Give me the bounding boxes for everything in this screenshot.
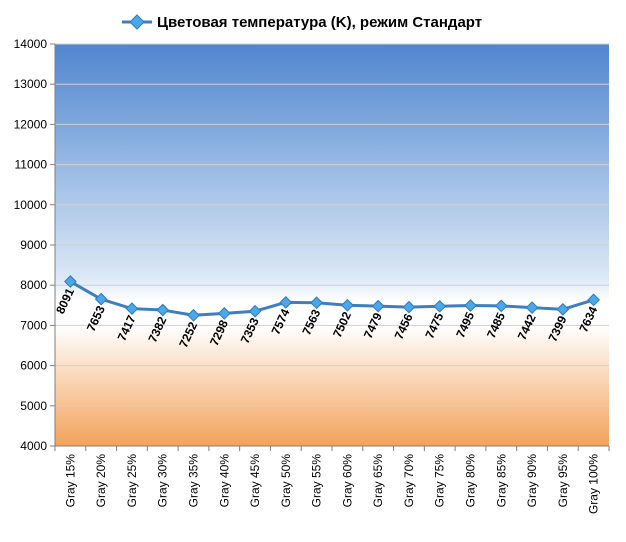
data-point-marker	[525, 301, 539, 314]
y-tick-label: 9000	[20, 238, 47, 252]
x-tick-label: Gray 100%	[587, 454, 601, 514]
legend: Цветовая температура (K), режим Стандарт	[122, 14, 482, 31]
y-tick-label: 4000	[20, 439, 47, 453]
data-point-marker	[94, 292, 108, 306]
x-tick-label: Gray 80%	[464, 454, 478, 508]
data-point-marker	[556, 302, 570, 316]
series	[64, 275, 600, 322]
x-tick-label: Gray 30%	[156, 454, 170, 508]
data-point-marker	[125, 302, 139, 316]
x-tick-label: Gray 40%	[217, 454, 231, 508]
y-tick-label: 6000	[20, 359, 47, 373]
x-tick-label: Gray 15%	[63, 454, 77, 508]
data-point-marker	[64, 275, 77, 288]
x-tick-label: Gray 95%	[556, 454, 570, 508]
data-point-marker	[402, 300, 416, 314]
y-tick-label: 8000	[20, 278, 47, 292]
x-tick-label: Gray 20%	[94, 454, 108, 508]
data-point-marker	[217, 307, 231, 320]
y-tick-label: 13000	[14, 77, 48, 91]
data-point-marker	[587, 293, 600, 307]
gridlines	[55, 43, 609, 447]
data-point-marker	[310, 296, 323, 310]
x-tick-label: Gray 50%	[279, 454, 293, 508]
x-tick-label: Gray 25%	[125, 454, 139, 508]
y-tick-label: 7000	[20, 318, 47, 332]
data-point-marker	[156, 303, 170, 317]
data-point-marker	[371, 299, 385, 313]
x-tick-label: Gray 85%	[494, 454, 508, 508]
y-tick-label: 12000	[14, 117, 48, 131]
y-tick-label: 5000	[20, 399, 47, 413]
x-tick-label: Gray 75%	[433, 454, 447, 508]
legend-label: Цветовая температура (K), режим Стандарт	[157, 14, 482, 31]
x-tick-label: Gray 45%	[248, 454, 262, 508]
data-point-marker	[187, 308, 200, 322]
data-point-marker	[494, 299, 508, 313]
x-tick-label: Gray 55%	[310, 454, 324, 508]
x-tick-label: Gray 65%	[371, 454, 385, 508]
data-point-marker	[464, 299, 477, 312]
x-axis-ticks: Gray 15% Gray 20% Gray 25% Gray 30% Gray 35%…	[54, 446, 610, 514]
x-tick-label: Gray 60%	[340, 454, 354, 508]
x-tick-label: Gray 35%	[187, 454, 201, 508]
data-point-marker	[248, 304, 262, 318]
data-point-marker	[433, 299, 447, 313]
x-tick-label: Gray 70%	[402, 454, 416, 508]
y-axis-ticks: 4000 5000 6000 7000 8000 9000 10000 11000 12000 1…	[14, 37, 55, 453]
data-point-marker	[279, 295, 293, 309]
y-tick-label: 14000	[14, 37, 48, 51]
legend-marker-swatch	[129, 14, 145, 30]
y-tick-label: 11000	[15, 158, 48, 172]
x-tick-label: Gray 90%	[525, 454, 539, 508]
data-point-marker	[341, 298, 354, 312]
y-tick-label: 10000	[14, 198, 48, 212]
